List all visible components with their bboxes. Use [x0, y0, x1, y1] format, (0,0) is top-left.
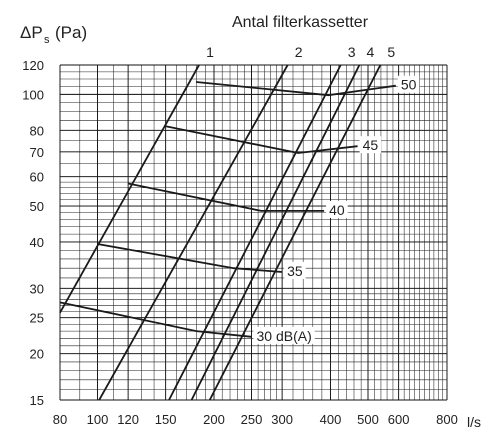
cassette-label: 4 [366, 44, 374, 60]
cassette-line [208, 64, 382, 401]
x-tick-label: 120 [117, 412, 139, 427]
noise-curve-label: 50 [401, 77, 417, 93]
y-tick-label: 30 [30, 281, 44, 296]
x-tick-label: 800 [436, 412, 458, 427]
cassette-line [190, 64, 361, 401]
x-tick-label: 500 [357, 412, 379, 427]
y-tick-label: 100 [22, 87, 44, 102]
y-tick-label: 70 [30, 145, 44, 160]
noise-curve-label: 30 dB(A) [257, 328, 312, 344]
y-axis-subscript: s [44, 34, 50, 46]
noise-curve [59, 301, 252, 338]
chart-title: Antal filterkassetter [232, 14, 369, 31]
x-tick-label: 600 [388, 412, 410, 427]
y-tick-label: 15 [30, 393, 44, 408]
x-tick-label: 400 [320, 412, 342, 427]
noise-label-background [359, 136, 382, 154]
x-tick-label: 300 [271, 412, 293, 427]
noise-label-background [284, 262, 306, 280]
cassette-line [168, 64, 342, 401]
x-tick-label: 200 [203, 412, 225, 427]
x-tick-label: 100 [87, 412, 109, 427]
y-tick-label: 60 [30, 170, 44, 185]
cassette-line [59, 64, 200, 314]
cassette-label: 2 [295, 44, 303, 60]
noise-curve-label: 35 [287, 263, 303, 279]
noise-curve [97, 243, 283, 273]
y-tick-label: 20 [30, 347, 44, 362]
x-tick-label: 250 [241, 412, 263, 427]
noise-label-background [326, 200, 348, 218]
y-axis-label: ΔP [20, 23, 43, 42]
y-axis-unit: (Pa) [55, 23, 87, 42]
y-tick-label: 80 [30, 123, 44, 138]
x-axis-unit: l/s [467, 414, 481, 430]
noise-label-background [253, 326, 315, 344]
x-tick-label: 150 [155, 412, 177, 427]
y-tick-label: 50 [30, 199, 44, 214]
y-tick-label: 40 [30, 235, 44, 250]
x-tick-label: 80 [53, 412, 67, 427]
noise-label-background [397, 75, 420, 93]
noise-curve-label: 45 [363, 137, 379, 153]
noise-curve [127, 182, 325, 212]
y-axis-title: ΔP s (Pa) [20, 23, 87, 46]
cassette-label: 5 [387, 44, 395, 60]
cassette-label: 3 [348, 44, 356, 60]
noise-curve-label: 40 [329, 202, 345, 218]
y-tick-label: 25 [30, 311, 44, 326]
noise-curve [196, 81, 396, 97]
noise-curve [165, 125, 358, 154]
cassette-label: 1 [206, 44, 214, 60]
cassette-line [98, 64, 289, 401]
y-tick-label: 120 [22, 58, 44, 73]
